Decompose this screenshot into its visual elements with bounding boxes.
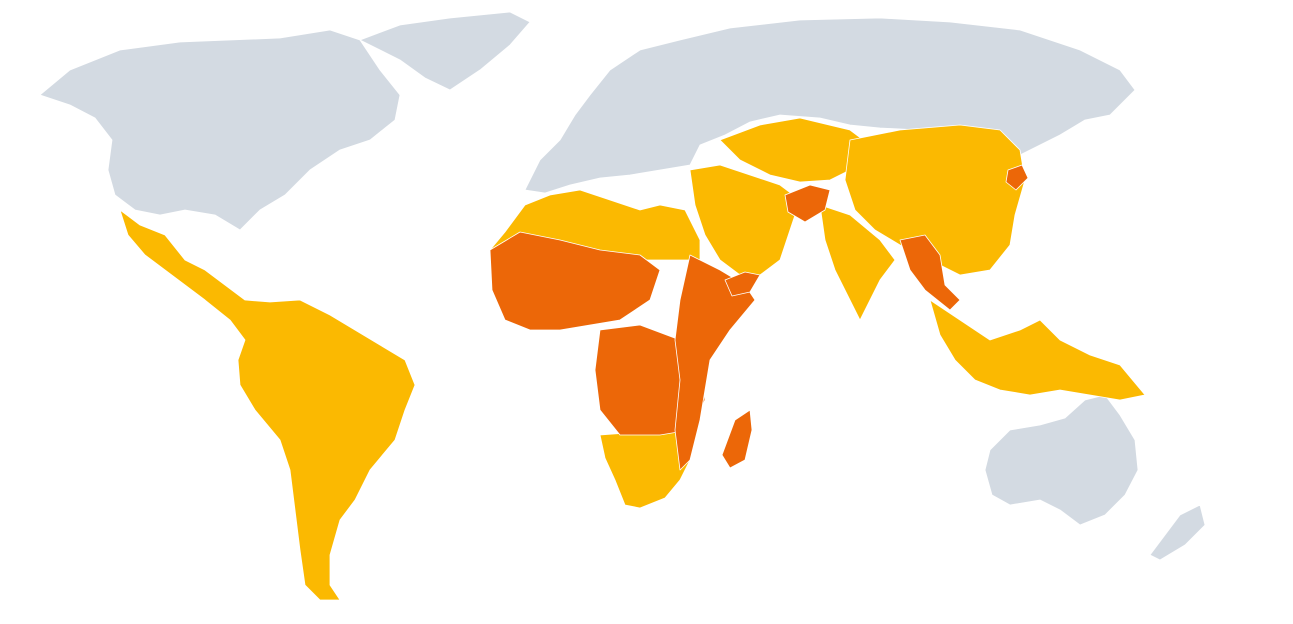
region-latin-america — [119, 209, 416, 601]
region-australia — [984, 394, 1139, 526]
region-yemen — [724, 271, 761, 297]
region-greenland — [359, 11, 531, 91]
region-middle-east — [689, 164, 801, 276]
region-north-america — [39, 29, 401, 231]
region-europe-russia — [524, 17, 1136, 194]
region-india — [819, 204, 896, 321]
region-new-zealand — [1149, 504, 1206, 561]
region-madagascar — [721, 409, 753, 469]
region-china — [844, 124, 1026, 276]
region-myanmar — [899, 234, 961, 311]
region-afghanistan — [784, 184, 831, 223]
region-southeast-asia — [929, 299, 1146, 401]
region-north-korea — [1005, 164, 1029, 191]
region-west-africa — [489, 231, 661, 331]
